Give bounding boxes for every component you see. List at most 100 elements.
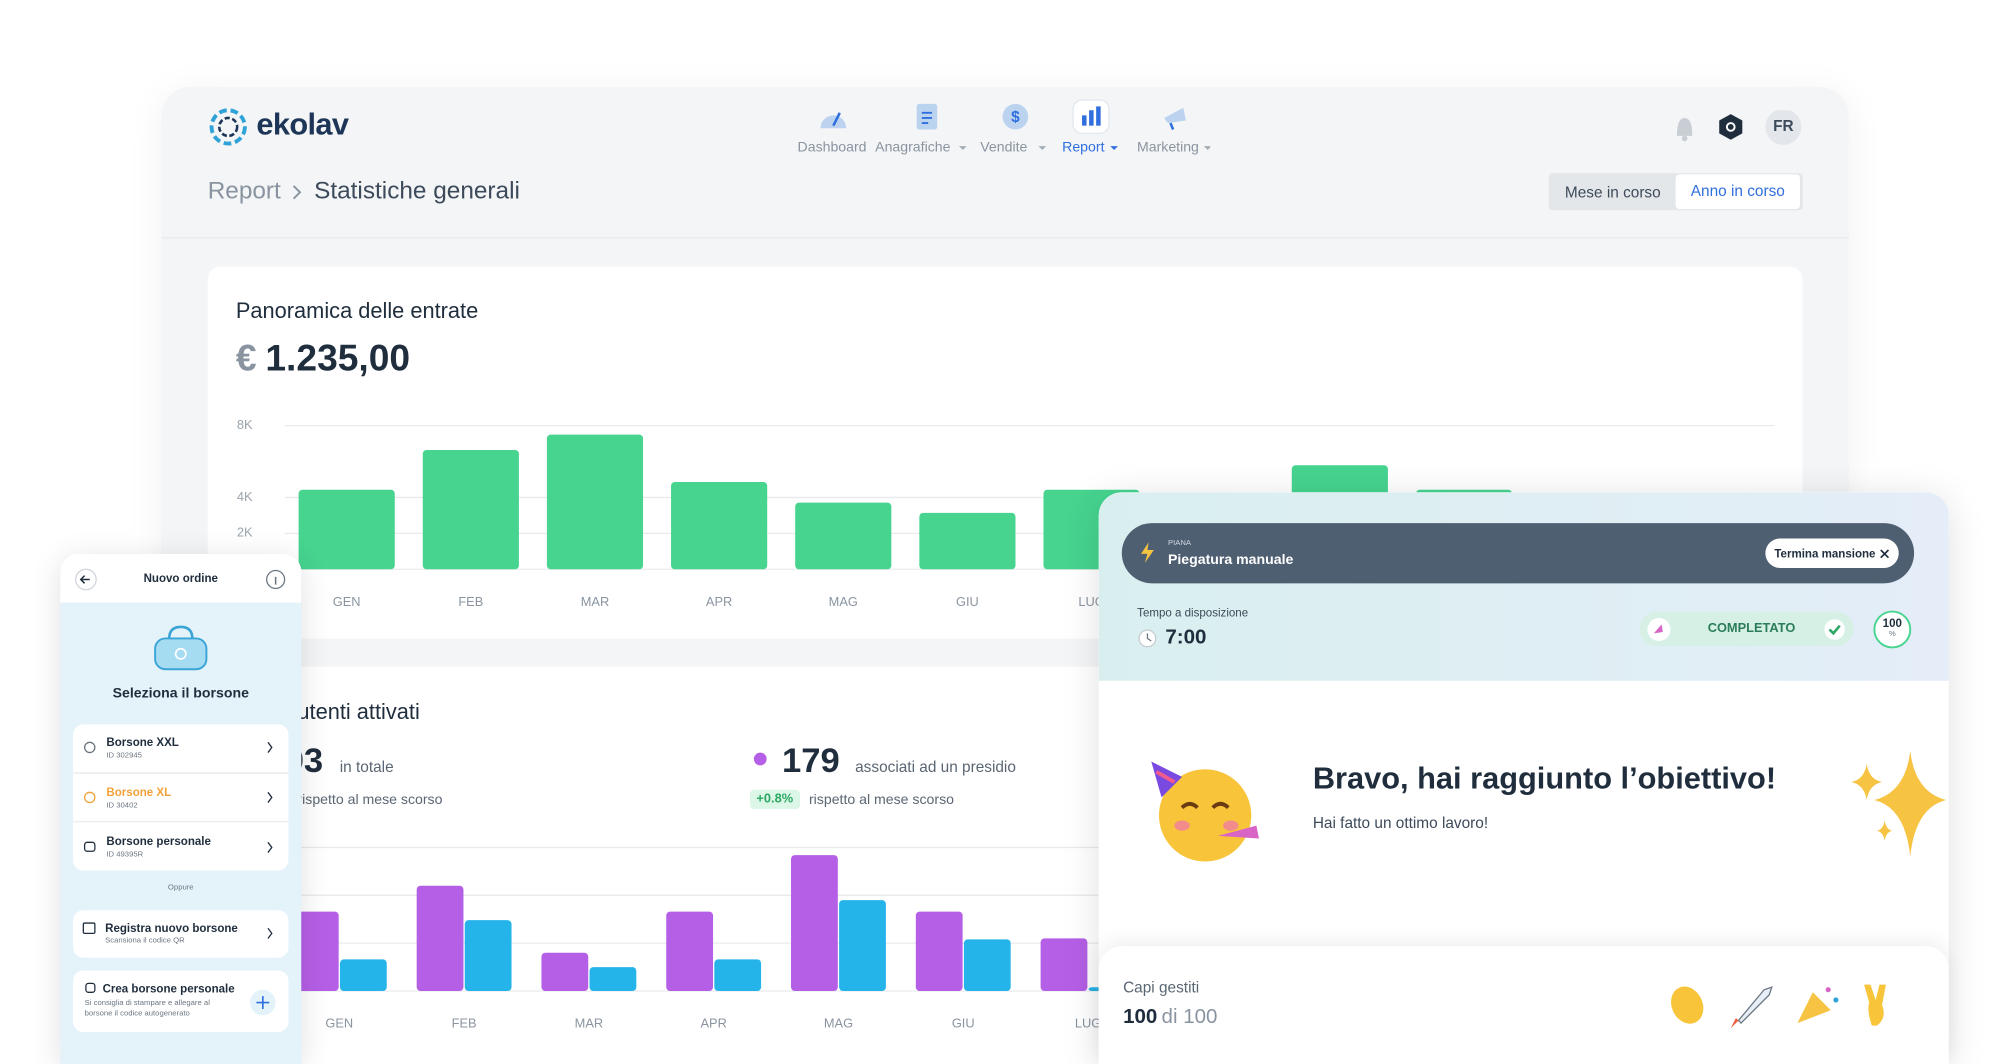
bar bbox=[589, 967, 637, 992]
nav-icon bbox=[820, 112, 847, 129]
order-title: Nuovo ordine bbox=[143, 571, 218, 585]
x-tick-label: APR bbox=[700, 1016, 726, 1031]
nav-carets bbox=[958, 146, 1211, 150]
x-tick-label: MAR bbox=[575, 1016, 603, 1031]
progress-unit: % bbox=[1888, 630, 1896, 639]
bar bbox=[541, 952, 589, 992]
bar bbox=[298, 489, 395, 570]
x-tick-label: GIU bbox=[956, 594, 979, 609]
y-tick-label: 2K bbox=[237, 525, 253, 540]
breadcrumb-current: Statistiche generali bbox=[314, 178, 520, 206]
bar bbox=[416, 885, 464, 992]
x-tick-label: MAG bbox=[824, 1016, 853, 1031]
x-tick-label: GEN bbox=[325, 1016, 353, 1031]
order-header bbox=[60, 553, 302, 603]
success-title: Bravo, hai raggiunto l’obiettivo! bbox=[1312, 761, 1777, 797]
time-value: 7:00 bbox=[1165, 626, 1207, 649]
bar bbox=[795, 502, 892, 570]
associated-note: rispetto al mese scorso bbox=[808, 792, 954, 808]
bar bbox=[839, 900, 886, 992]
bag-icon bbox=[154, 625, 208, 671]
task-header-bg bbox=[1098, 492, 1949, 681]
x-tick-label: GIU bbox=[952, 1016, 975, 1031]
nav-item[interactable]: Marketing bbox=[1136, 139, 1199, 156]
x-tick-label: MAG bbox=[829, 594, 858, 609]
card-title: utenti attivati bbox=[297, 699, 420, 725]
action-icons bbox=[82, 922, 276, 1016]
action-card[interactable] bbox=[73, 910, 289, 958]
bar bbox=[666, 911, 714, 992]
progress-ring bbox=[1873, 610, 1912, 649]
period-option[interactable]: Mese in corso bbox=[1564, 183, 1661, 202]
separator: Oppure bbox=[167, 884, 194, 893]
close-icon bbox=[1880, 549, 1890, 559]
end-button-label: Termina mansione bbox=[1774, 547, 1876, 561]
x-tick-label: FEB bbox=[458, 594, 483, 609]
logo-icon bbox=[209, 108, 247, 146]
bag-id: ID 49395R bbox=[106, 851, 144, 859]
nav-item[interactable]: Anagrafiche bbox=[875, 139, 951, 156]
associated-label: associati ad un presidio bbox=[855, 757, 1016, 776]
celebration-face bbox=[1151, 761, 1259, 862]
task-name: Piegatura manuale bbox=[1167, 552, 1294, 568]
header-icons bbox=[1676, 110, 1802, 145]
bar bbox=[464, 920, 512, 992]
x-tick-label: LUG bbox=[1075, 1016, 1101, 1031]
reaction-icons bbox=[1671, 984, 1886, 1029]
logo-text: ekolav bbox=[256, 107, 349, 143]
bar bbox=[422, 450, 519, 570]
action-text: Scansiona il codice QR bbox=[105, 937, 185, 945]
bar bbox=[963, 939, 1011, 992]
x-tick-label: APR bbox=[706, 594, 732, 609]
x-tick-label: GEN bbox=[333, 594, 361, 609]
bag-name[interactable]: Borsone XXL bbox=[106, 735, 179, 749]
nav-item[interactable]: Dashboard bbox=[797, 139, 867, 156]
nav-icon bbox=[916, 103, 938, 130]
bar bbox=[915, 911, 963, 992]
items-label: Capi gestiti bbox=[1123, 978, 1200, 997]
nav-item-active[interactable]: Report bbox=[1062, 139, 1105, 156]
bag-name[interactable]: Borsone XL bbox=[106, 785, 172, 799]
x-tick-label: LUG bbox=[1078, 594, 1104, 609]
status-icons bbox=[1647, 617, 1845, 642]
success-text: Hai fatto un ottimo lavoro! bbox=[1312, 814, 1489, 833]
bar bbox=[1040, 938, 1088, 992]
total-note: rispetto al mese scorso bbox=[297, 792, 443, 808]
order-header-icons bbox=[74, 568, 286, 591]
bar bbox=[291, 911, 339, 992]
bar bbox=[714, 959, 762, 992]
items-done: 100 bbox=[1123, 1006, 1158, 1029]
sparkles bbox=[1851, 751, 1947, 857]
bag-id: ID 30402 bbox=[106, 802, 138, 811]
bar bbox=[546, 434, 644, 570]
y-tick-label: 8K bbox=[237, 417, 253, 432]
nav-icon: $ bbox=[1002, 103, 1029, 130]
status-label: COMPLETATO bbox=[1707, 621, 1796, 636]
legend-dot bbox=[753, 752, 767, 766]
bar bbox=[919, 512, 1016, 570]
nav-item[interactable]: Vendite bbox=[980, 139, 1028, 156]
breadcrumb-parent[interactable]: Report bbox=[207, 178, 281, 206]
avatar[interactable]: FR bbox=[1773, 116, 1794, 135]
header-divider bbox=[161, 237, 1849, 239]
bar bbox=[671, 481, 768, 570]
clock-icon bbox=[1138, 629, 1157, 648]
y-tick-label: 4K bbox=[237, 489, 253, 504]
period-option-active[interactable]: Anno in corso bbox=[1675, 174, 1800, 209]
bar bbox=[339, 959, 387, 992]
card-title: Panoramica delle entrate bbox=[235, 298, 479, 324]
action-title: Registra nuovo borsone bbox=[105, 921, 238, 935]
change-badge: +0.8% bbox=[749, 789, 800, 809]
amount: 1.235,00 bbox=[265, 338, 411, 380]
end-button[interactable] bbox=[1765, 538, 1899, 568]
associated-count: 179 bbox=[782, 741, 840, 780]
station-label: PIANA bbox=[1167, 539, 1192, 548]
bag-name[interactable]: Borsone personale bbox=[106, 834, 211, 848]
action-title: Crea borsone personale bbox=[102, 982, 235, 995]
total-label: in totale bbox=[339, 757, 394, 776]
svg-text:$: $ bbox=[1011, 109, 1020, 126]
nav-icon bbox=[1164, 107, 1186, 130]
x-tick-label: FEB bbox=[452, 1016, 477, 1031]
